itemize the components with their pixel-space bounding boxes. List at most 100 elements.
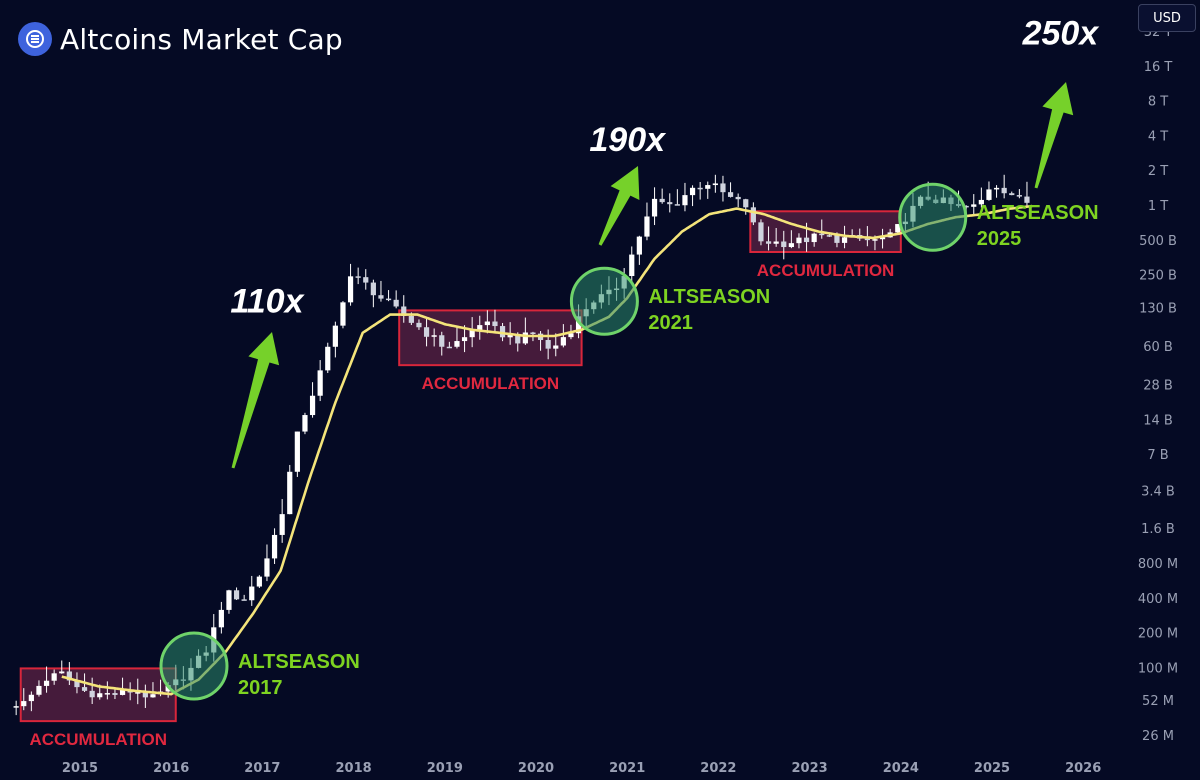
y-tick-label: 7 B [1147,448,1168,463]
candle [66,662,72,686]
candle [340,301,346,329]
candle [743,198,749,215]
candle-body [568,333,574,338]
candle-body [97,693,103,698]
candle-body [36,685,42,695]
candle-body [340,302,346,326]
candle-body [697,187,703,190]
candle-body [43,680,50,686]
candle [765,226,772,251]
candle-body [507,334,513,338]
candle [773,227,779,247]
candle [469,317,475,348]
altseason-year: 2017 [238,677,283,699]
y-tick-label: 8 T [1148,95,1168,110]
candle [781,230,787,260]
candle [378,280,384,302]
candle [28,691,34,712]
candle [21,688,27,711]
candle-body [59,671,65,674]
candle [332,321,338,358]
candle [553,333,559,357]
candle [720,175,726,202]
candle-body [393,299,399,307]
candle-body [408,316,414,323]
y-tick-label: 500 B [1139,234,1177,249]
candle [689,185,696,207]
candle-body [89,690,95,698]
candle [249,575,255,606]
altseason-label: ALTSEASON [977,202,1099,224]
candle-body [104,693,110,695]
candle-body [781,241,787,248]
candle [43,666,50,693]
candle-body [819,233,825,236]
candle-body [1016,195,1022,197]
x-tick-label: 2018 [336,761,372,776]
chart-title: Altcoins Market Cap [60,22,343,56]
candle-body [811,233,817,243]
candle-body [773,241,779,244]
y-tick-label: 1.6 B [1141,522,1175,537]
x-tick-label: 2019 [427,761,463,776]
uptrend-arrow-icon [231,332,280,469]
candle [36,680,42,697]
coin-market-logo-icon [18,22,52,56]
candle-body [256,576,262,587]
uptrend-arrow-icon [598,166,640,246]
altseason-label: ALTSEASON [648,286,770,308]
candle [218,601,224,634]
candle-body [986,189,992,200]
candle-body [765,241,772,244]
candle-body [28,694,34,702]
candle [256,575,262,588]
y-tick-label: 100 M [1138,661,1178,676]
candle [492,309,498,333]
x-tick-label: 2016 [153,761,189,776]
candle [287,464,293,515]
multiplier-label: 250x [1022,14,1101,52]
candle-body [553,345,559,349]
x-tick-label: 2023 [792,761,828,776]
candle [294,431,300,477]
candle-body [963,205,969,208]
x-tick-label: 2021 [609,761,645,776]
candle-body [689,187,696,196]
candle-body [667,202,673,205]
candle-body [355,276,361,278]
candle-body [492,321,498,327]
candle-body [659,198,665,203]
y-tick-label: 3.4 B [1141,484,1175,499]
candle [864,226,870,247]
candle [241,594,247,601]
candle-body [416,322,422,328]
y-tick-label: 14 B [1143,413,1173,428]
candle-body [727,192,734,197]
candle [13,700,19,716]
y-tick-label: 1 T [1148,199,1168,214]
candle [385,290,392,302]
candle-body [1001,187,1007,194]
candle [150,682,156,698]
candle [401,295,407,323]
candle-body [796,237,802,244]
candle-body [530,332,536,334]
candle-body [249,586,255,601]
candle-body [499,326,506,338]
candle-body [629,254,635,277]
candle-body [454,341,460,347]
currency-button[interactable]: USD [1138,4,1196,32]
candle [370,279,376,308]
candle-body [651,198,658,217]
candle [264,544,270,582]
candle-body [309,395,316,416]
candle-body [705,185,711,189]
candle-body [522,332,528,344]
candle [59,660,65,674]
candle [674,189,680,206]
candle-body [241,599,247,601]
candle [271,528,278,564]
candle-body [287,471,293,515]
candle-body [1009,193,1015,196]
